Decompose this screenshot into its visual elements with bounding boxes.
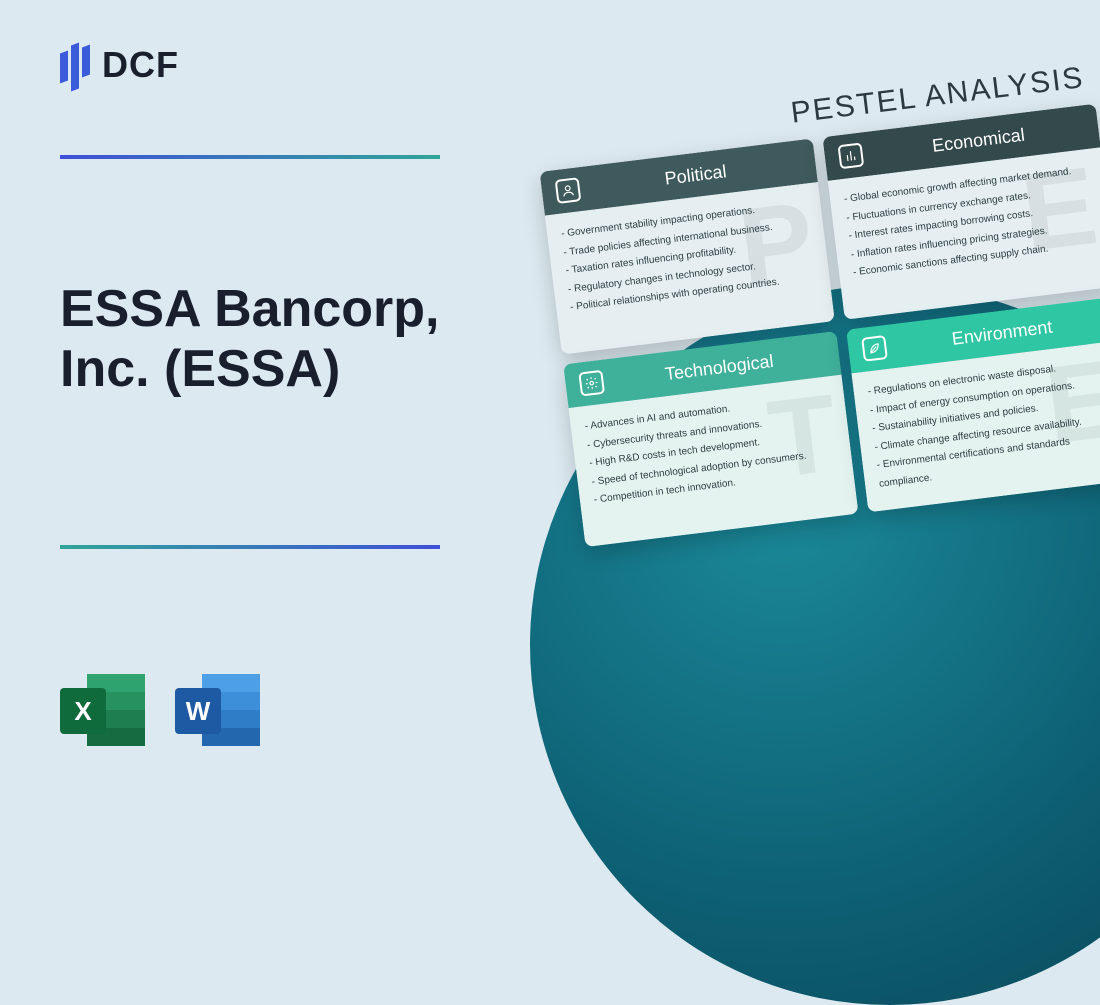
excel-icon: X (60, 670, 145, 750)
card-environment: Environment - Regulations on electronic … (846, 296, 1100, 512)
card-political: Political - Government stability impacti… (540, 138, 835, 354)
word-badge-letter: W (175, 688, 221, 734)
excel-badge-letter: X (60, 688, 106, 734)
gear-icon (578, 370, 605, 397)
file-format-icons: X W (60, 670, 260, 750)
card-economical: Economical - Global economic growth affe… (822, 104, 1100, 320)
logo-bars-icon (60, 40, 90, 90)
pestel-panel: PESTEL ANALYSIS Political - Government s… (534, 60, 1100, 547)
infographic-canvas: DCF ESSA Bancorp, Inc. (ESSA) X W PESTEL… (0, 0, 1100, 805)
card-technological: Technological - Advances in AI and autom… (563, 331, 858, 547)
user-icon (555, 177, 582, 204)
divider-bottom (60, 545, 440, 549)
pestel-cards-grid: Political - Government stability impacti… (540, 104, 1100, 547)
divider-top (60, 155, 440, 159)
leaf-icon (861, 335, 888, 362)
bars-icon (838, 142, 865, 169)
page-title: ESSA Bancorp, Inc. (ESSA) (60, 280, 500, 400)
brand-name: DCF (102, 44, 179, 86)
word-icon: W (175, 670, 260, 750)
brand-logo: DCF (60, 40, 179, 90)
